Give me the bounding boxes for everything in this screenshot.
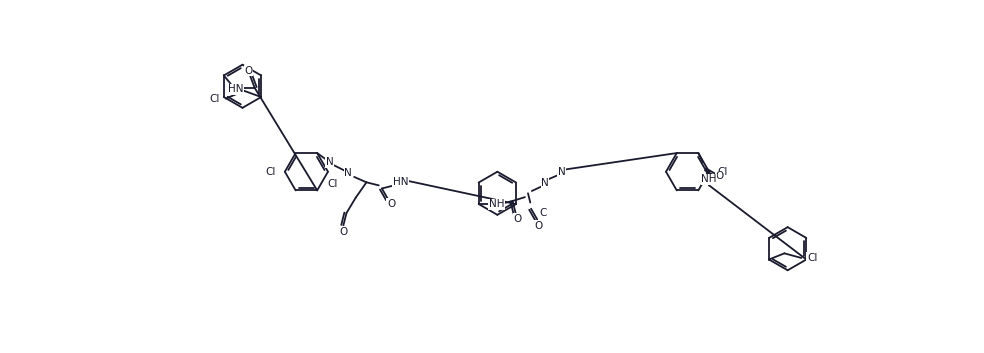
Text: O: O xyxy=(244,66,253,76)
Text: N: N xyxy=(558,167,566,177)
Text: NH: NH xyxy=(489,199,504,209)
Text: HN: HN xyxy=(227,84,243,94)
Text: C: C xyxy=(539,208,547,218)
Text: NH: NH xyxy=(702,174,717,184)
Text: O: O xyxy=(513,214,522,224)
Text: Cl: Cl xyxy=(717,167,728,177)
Text: O: O xyxy=(715,171,724,181)
Text: O: O xyxy=(534,221,543,231)
Text: N: N xyxy=(344,168,352,178)
Text: Cl: Cl xyxy=(328,179,338,189)
Text: N: N xyxy=(326,157,334,167)
Text: Cl: Cl xyxy=(266,167,277,177)
Text: O: O xyxy=(387,199,396,209)
Text: HN: HN xyxy=(393,177,408,187)
Text: Cl: Cl xyxy=(210,94,220,103)
Text: N: N xyxy=(541,178,549,187)
Text: Cl: Cl xyxy=(807,253,818,263)
Text: O: O xyxy=(339,227,347,237)
